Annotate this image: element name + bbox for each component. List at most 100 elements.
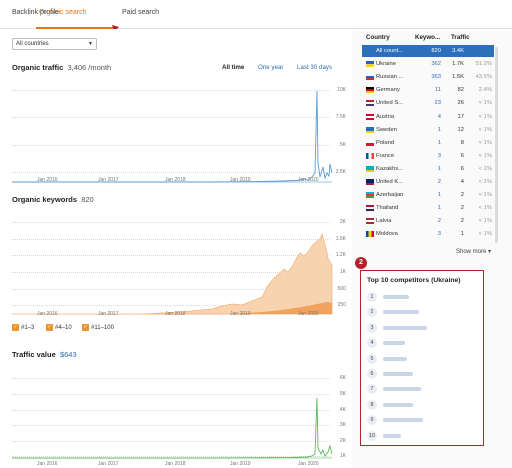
country-keywords[interactable]: 820 <box>431 48 441 54</box>
country-share: < 1% <box>478 231 492 238</box>
legend-top3[interactable]: ✓ #1–3 <box>12 324 35 332</box>
country-row[interactable]: Moldova 3 1 < 1% <box>362 228 494 240</box>
country-row[interactable]: United K... 2 4 < 1% <box>362 176 494 188</box>
country-share: < 1% <box>478 218 492 225</box>
range-one-year[interactable]: One year <box>258 64 284 71</box>
flag-icon <box>366 205 374 212</box>
country-keywords[interactable]: 2 <box>437 218 441 225</box>
competitor-row[interactable]: 5 <box>367 353 479 365</box>
country-share: 51.2% <box>475 61 492 68</box>
header-traffic[interactable]: Traffic <box>451 34 470 41</box>
x-tick: Jan 2016 <box>37 177 58 183</box>
legend-top10[interactable]: ✓ #4–10 <box>46 324 72 332</box>
tab-paid-search[interactable]: Paid search <box>122 9 159 16</box>
country-row[interactable]: Latvia 2 2 < 1% <box>362 215 494 227</box>
country-keywords[interactable]: 11 <box>434 87 441 94</box>
y-tick: 5K <box>339 391 346 397</box>
competitor-domain-redacted[interactable] <box>383 341 405 346</box>
header-country[interactable]: Country <box>366 34 390 41</box>
competitor-row[interactable]: 10 <box>367 430 479 442</box>
country-share: < 1% <box>478 205 492 212</box>
country-keywords[interactable]: 4 <box>437 113 441 120</box>
country-keywords[interactable]: 2 <box>437 179 441 185</box>
range-all-time[interactable]: All time <box>222 64 245 71</box>
competitor-row[interactable]: 6 <box>367 368 479 380</box>
competitor-row[interactable]: 7 <box>367 383 479 395</box>
country-name: France <box>376 152 395 159</box>
country-row[interactable]: Russian ... 363 1.5K 43.5% <box>362 71 494 83</box>
country-name: Sweden <box>376 126 397 133</box>
competitor-row[interactable]: 3 <box>367 322 479 334</box>
country-traffic: 1.5K <box>452 74 464 81</box>
organic-keywords-title: Organic keywords 820 <box>12 195 94 204</box>
country-row[interactable]: Germany 11 82 2.4% <box>362 84 494 96</box>
country-name: United S... <box>376 100 404 107</box>
legend-top100[interactable]: ✓ #11–100 <box>82 324 114 332</box>
flag-icon <box>366 152 374 159</box>
country-table-scrollbar[interactable] <box>495 47 498 243</box>
country-keywords[interactable]: 362 <box>431 61 441 68</box>
competitor-domain-redacted[interactable] <box>383 387 421 392</box>
country-keywords[interactable]: 1 <box>437 192 441 199</box>
x-tick: Jan 2019 <box>230 177 251 183</box>
competitor-domain-redacted[interactable] <box>383 402 413 407</box>
country-keywords[interactable]: 23 <box>434 100 441 107</box>
country-share: < 1% <box>478 113 492 120</box>
competitor-row[interactable]: 4 <box>367 337 479 349</box>
competitor-rank: 6 <box>367 369 377 379</box>
x-tick: Jan 2018 <box>165 311 186 317</box>
x-tick: Jan 2018 <box>165 177 186 183</box>
country-keywords[interactable]: 1 <box>437 126 441 133</box>
country-keywords[interactable]: 363 <box>431 74 441 81</box>
country-traffic: 8 <box>460 139 464 146</box>
competitor-row[interactable]: 1 <box>367 291 479 303</box>
country-share: < 1% <box>478 139 492 146</box>
range-last-30-days[interactable]: Last 30 days <box>297 64 333 71</box>
country-keywords[interactable]: 1 <box>437 205 441 212</box>
x-tick: Jan 2020 <box>298 177 319 183</box>
country-row[interactable]: Thailand 1 2 < 1% <box>362 202 494 214</box>
country-traffic: 3.4K <box>452 48 464 54</box>
competitor-domain-redacted[interactable] <box>383 356 407 361</box>
flag-icon <box>366 218 374 225</box>
country-share: < 1% <box>478 100 492 107</box>
country-row[interactable]: France 3 6 < 1% <box>362 150 494 162</box>
competitor-row[interactable]: 8 <box>367 399 479 411</box>
header-keywords[interactable]: Keywo... <box>415 34 441 41</box>
country-keywords[interactable]: 3 <box>437 231 441 238</box>
country-row[interactable]: Azerbaijan 1 2 < 1% <box>362 189 494 201</box>
country-keywords[interactable]: 1 <box>437 139 441 146</box>
competitor-rank: 1 <box>367 292 377 302</box>
competitors-panel: Top 10 competitors (Ukraine) 1 2 3 4 5 6 7 8 9 10 <box>360 270 484 446</box>
competitor-domain-redacted[interactable] <box>383 418 423 423</box>
country-name: Poland <box>376 139 395 146</box>
flag-icon <box>366 61 374 68</box>
country-keywords[interactable]: 1 <box>437 165 441 172</box>
competitor-domain-redacted[interactable] <box>383 310 419 315</box>
flag-icon <box>366 100 374 107</box>
checkbox-icon: ✓ <box>12 324 19 331</box>
country-row[interactable]: United S... 23 26 < 1% <box>362 97 494 109</box>
competitor-domain-redacted[interactable] <box>383 295 409 299</box>
country-row[interactable]: Ukraine 362 1.7K 51.2% <box>362 58 494 70</box>
competitor-row[interactable]: 9 <box>367 414 479 426</box>
country-row[interactable]: Austria 4 17 < 1% <box>362 111 494 123</box>
competitor-rank: 4 <box>367 338 377 349</box>
country-traffic: 6 <box>460 152 464 159</box>
show-more-link[interactable]: Show more ▾ <box>456 249 492 255</box>
tab-organic-search[interactable]: Organic search <box>39 9 87 16</box>
competitor-domain-redacted[interactable] <box>383 372 413 376</box>
competitor-domain-redacted[interactable] <box>383 325 427 330</box>
competitor-row[interactable]: 2 <box>367 306 479 318</box>
competitor-domain-redacted[interactable] <box>383 433 401 438</box>
country-row-all[interactable]: All count... 820 3.4K <box>362 45 494 57</box>
x-tick: Jan 2016 <box>37 461 58 467</box>
country-row[interactable]: Sweden 1 12 < 1% <box>362 124 494 136</box>
country-row[interactable]: Poland 1 8 < 1% <box>362 137 494 149</box>
country-select[interactable]: All countries ▼ <box>12 38 97 50</box>
tab-backlink-profile[interactable]: Backlink profile <box>12 9 60 16</box>
country-name: Russian ... <box>376 74 404 81</box>
country-row[interactable]: Kazakhs... 1 6 < 1% <box>362 163 494 175</box>
country-traffic: 2 <box>460 218 464 225</box>
country-keywords[interactable]: 3 <box>437 152 441 159</box>
